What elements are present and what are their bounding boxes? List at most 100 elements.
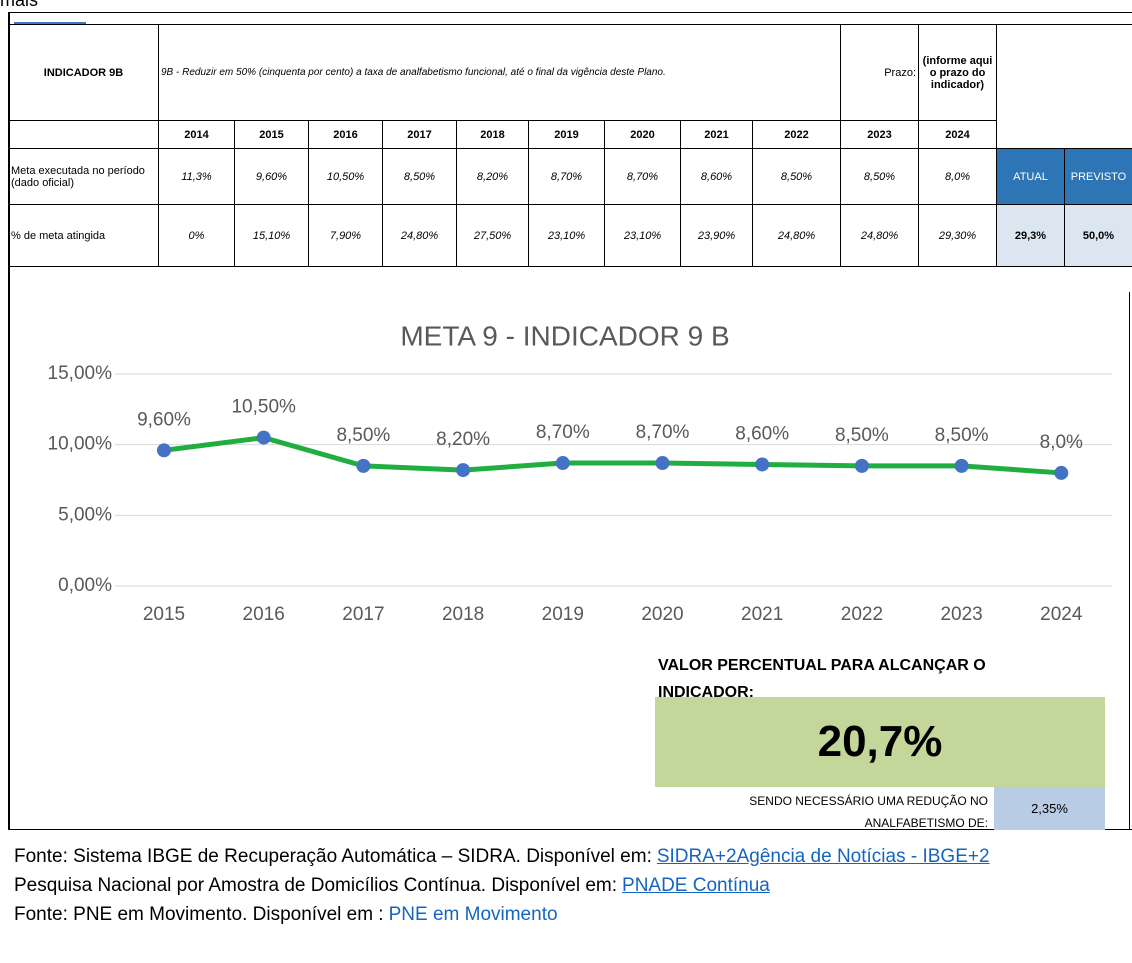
source-line: Fonte: PNE em Movimento. Disponível em :…: [14, 900, 1129, 929]
year: 2020: [604, 120, 681, 149]
top-fragment: mais: [0, 0, 39, 10]
header-row: INDICADOR 9B 9B - Reduzir em 50% (cinquen…: [8, 24, 1132, 149]
cell: 29,30%: [918, 204, 997, 267]
value-label: 8,50%: [835, 425, 889, 446]
accent-line: [14, 22, 86, 24]
value-label: 9,60%: [137, 409, 191, 430]
summary-value: 50,0%: [1064, 204, 1132, 267]
y-tick-label: 10,00%: [48, 434, 113, 455]
source-link[interactable]: PNE em Movimento: [388, 904, 558, 925]
data-row: % de meta atingida 0% 15,10% 7,90% 24,80% 27,…: [8, 204, 1132, 267]
x-tick-label: 2019: [542, 604, 584, 625]
cell: 23,90%: [680, 204, 753, 267]
cell: 0%: [158, 204, 235, 267]
deadline-label: Prazo:: [840, 24, 919, 121]
year: 2019: [528, 120, 605, 149]
summary-header: ATUAL: [996, 148, 1065, 205]
data-row: Meta executada no período (dado oficial)…: [8, 148, 1132, 205]
frame: [8, 12, 1132, 830]
cell: 11,3%: [158, 148, 235, 205]
row-label: % de meta atingida: [8, 204, 159, 267]
x-tick-label: 2024: [1040, 604, 1083, 625]
cell: 15,10%: [234, 204, 309, 267]
source-text: Fonte: Sistema IBGE de Recuperação Autom…: [14, 846, 652, 867]
deadline-note: (informe aqui o prazo do indicador): [918, 24, 997, 121]
cell: 24,80%: [382, 204, 457, 267]
cell: 8,50%: [752, 148, 841, 205]
marker: [655, 456, 670, 471]
x-tick-label: 2018: [442, 604, 484, 625]
summary-header: PREVISTO: [1064, 148, 1132, 205]
x-tick-label: 2015: [143, 604, 185, 625]
cell: 10,50%: [308, 148, 383, 205]
cell: 8,60%: [680, 148, 753, 205]
year: 2018: [456, 120, 529, 149]
source-text: Pesquisa Nacional por Amostra de Domicíl…: [14, 875, 618, 896]
cell: 24,80%: [752, 204, 841, 267]
cell: 8,70%: [604, 148, 681, 205]
year: 2023: [840, 120, 919, 149]
target-value: 20,7%: [655, 697, 1105, 787]
year: 2024: [918, 120, 997, 149]
value-label: 8,70%: [636, 422, 690, 443]
sources: Fonte: Sistema IBGE de Recuperação Autom…: [14, 842, 1129, 929]
y-tick-label: 5,00%: [58, 504, 112, 525]
year: 2015: [234, 120, 309, 149]
cell: 23,10%: [528, 204, 605, 267]
cell: 7,90%: [308, 204, 383, 267]
source-line: Fonte: Sistema IBGE de Recuperação Autom…: [14, 842, 1129, 871]
y-tick-label: 0,00%: [58, 575, 112, 596]
indicator-label: INDICADOR 9B: [8, 24, 159, 121]
indicator-description: 9B - Reduzir em 50% (cinquenta por cento…: [158, 24, 841, 121]
year: 2016: [308, 120, 383, 149]
value-label: 8,70%: [536, 422, 590, 443]
reduction-value: 2,35%: [994, 787, 1105, 830]
x-tick-label: 2017: [342, 604, 384, 625]
cell: 27,50%: [456, 204, 529, 267]
value-label: 8,50%: [935, 425, 989, 446]
indicator-table: INDICADOR 9B 9B - Reduzir em 50% (cinquen…: [8, 24, 1132, 267]
value-label: 8,50%: [336, 425, 390, 446]
marker: [1054, 465, 1069, 480]
marker: [755, 457, 770, 472]
x-tick-label: 2023: [940, 604, 982, 625]
summary-value: 29,3%: [996, 204, 1065, 267]
year: 2022: [752, 120, 841, 149]
cell: 8,50%: [382, 148, 457, 205]
cell: 8,20%: [456, 148, 529, 205]
x-tick-label: 2016: [243, 604, 285, 625]
marker: [157, 443, 171, 458]
value-label: 10,50%: [231, 397, 296, 418]
year: 2017: [382, 120, 457, 149]
source-line: Pesquisa Nacional por Amostra de Domicíl…: [14, 871, 1129, 900]
marker: [854, 458, 869, 473]
value-label: 8,0%: [1040, 432, 1083, 453]
target-title: VALOR PERCENTUAL PARA ALCANÇAR O INDICAD…: [658, 657, 986, 701]
marker: [256, 430, 271, 445]
marker: [356, 458, 371, 473]
year: 2021: [680, 120, 753, 149]
blank-cell: [8, 120, 159, 149]
source-text: Fonte: PNE em Movimento. Disponível em :: [14, 904, 384, 925]
cell: 8,0%: [918, 148, 997, 205]
marker: [555, 456, 570, 471]
year-row: 2014 2015 2016 2017 2018 2019 2020 2021 2022 2023…: [8, 120, 1132, 149]
source-link[interactable]: SIDRA+2Agência de Notícias - IBGE+2: [656, 846, 990, 867]
cell: 24,80%: [840, 204, 919, 267]
marker: [954, 458, 969, 473]
blank-cell: [996, 24, 1132, 149]
value-label: 8,60%: [735, 423, 789, 444]
frame-line: [1129, 292, 1130, 830]
row-label: Meta executada no período (dado oficial): [8, 148, 159, 205]
cell: 8,70%: [528, 148, 605, 205]
source-link[interactable]: PNADE Contínua: [622, 875, 770, 896]
chart-title: META 9 - INDICADOR 9 B: [400, 320, 729, 351]
x-tick-label: 2021: [741, 604, 783, 625]
reduction-label: SENDO NECESSÁRIO UMA REDUÇÃO NO ANALFABE…: [749, 794, 988, 830]
cell: 23,10%: [604, 204, 681, 267]
marker: [456, 463, 471, 478]
y-tick-label: 15,00%: [48, 363, 113, 384]
chart: META 9 - INDICADOR 9 B 0,00% 5,00% 10,00% 1…: [48, 320, 1112, 625]
value-label: 8,20%: [436, 429, 490, 450]
